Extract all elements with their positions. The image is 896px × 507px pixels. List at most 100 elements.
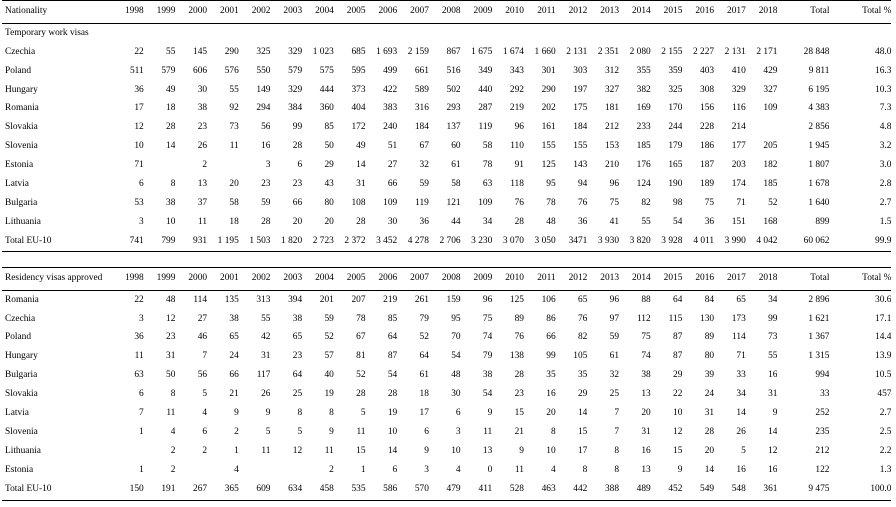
table-cell: 64 — [419, 351, 429, 362]
row-label: Poland — [5, 332, 32, 343]
row-label: Latvia — [5, 178, 29, 189]
table-cell: 121 — [446, 197, 461, 208]
table-cell: 85 — [324, 122, 334, 133]
table-cell: 2002 — [238, 266, 271, 291]
row-label: Lithuania — [5, 445, 41, 456]
table-cell — [239, 461, 271, 480]
table-cell: 2.5 — [879, 426, 892, 437]
table-cell: 96 — [482, 294, 493, 305]
table-cell: 394 — [288, 294, 303, 305]
table-cell: 867 — [446, 46, 461, 57]
table-cell: 9 — [424, 445, 429, 456]
table-cell: 21 — [229, 389, 239, 400]
table-cell: 343 — [509, 65, 524, 76]
table-cell: 570 — [397, 479, 429, 501]
table-cell: 125 — [541, 160, 556, 171]
table-cell: 2014 — [619, 266, 651, 291]
table-cell: 61 — [451, 160, 461, 171]
table-cell: 2010 — [492, 0, 524, 24]
table-cell: 609 — [238, 479, 271, 501]
table-cell: 20 — [546, 407, 556, 418]
table-cell: 589 — [414, 84, 429, 95]
table-cell: 122 — [815, 464, 830, 475]
table-cell: 212 — [815, 445, 830, 456]
table-cell: 2 — [329, 464, 334, 475]
table-cell: 31 — [641, 426, 651, 437]
table-cell: 5 — [265, 426, 271, 437]
table-cell: 3 070 — [492, 231, 524, 252]
table-cell: 74 — [482, 332, 493, 343]
table-cell: 2 856 — [808, 122, 830, 133]
table-cell: 205 — [763, 141, 778, 152]
table-row: Hungary 36 49 30 55 149 329 444 373 422 589 502 440 2… — [2, 81, 892, 100]
table-cell — [207, 156, 239, 175]
table-cell: 2008 — [428, 266, 461, 291]
table-cell: 293 — [446, 103, 461, 114]
table-cell: 67 — [419, 141, 429, 152]
table-cell: 114 — [732, 332, 746, 343]
table-cell: 290 — [224, 46, 239, 57]
table-cell: 899 — [815, 216, 830, 227]
table-cell: 2016 — [682, 266, 715, 291]
table-cell: 3471 — [555, 231, 588, 252]
table-cell: 43 — [324, 178, 334, 189]
table-cell: 145 — [193, 46, 208, 57]
table-cell: 99 — [292, 122, 303, 133]
table-cell: 327 — [604, 84, 619, 95]
table-cell: 20 — [641, 407, 651, 418]
table-cell: 38 — [197, 103, 208, 114]
table-cell: 54 — [387, 370, 398, 381]
table-cell: 17 — [577, 445, 588, 456]
table-cell: 6 — [424, 426, 429, 437]
table-cell: 2004 — [302, 0, 334, 24]
table-cell: 2007 — [397, 0, 429, 24]
table-cell: 38 — [482, 370, 493, 381]
table-row: Lithuania 3 10 11 18 28 20 20 28 30 36 44 34 28 48 36 41… — [2, 213, 892, 232]
table-cell: 71 — [134, 160, 144, 171]
table-cell: 6 — [455, 407, 461, 418]
table-cell: 2 159 — [407, 46, 429, 57]
table-cell: 359 — [668, 65, 683, 76]
table-cell: 2001 — [207, 0, 239, 24]
table-cell: 89 — [704, 332, 715, 343]
table-cell: 2014 — [619, 0, 651, 24]
table-cell: 28 — [166, 122, 176, 133]
row-label: Latvia — [5, 407, 29, 418]
table-cell: 28 — [514, 216, 524, 227]
table-cell: 99 — [546, 351, 556, 362]
table-cell: 174 — [731, 178, 746, 189]
table-cell: 44 — [451, 216, 461, 227]
table-cell: 452 — [650, 479, 683, 501]
table-cell: 2 — [234, 426, 239, 437]
table-cell: 76 — [514, 332, 524, 343]
table-cell: 22 — [673, 389, 683, 400]
table-cell: 66 — [229, 370, 239, 381]
table-cell: 13 — [641, 389, 651, 400]
table-cell: 11 — [166, 407, 176, 418]
table-cell: 26 — [197, 141, 208, 152]
table-cell: 155 — [541, 141, 556, 152]
table-cell: 190 — [668, 178, 683, 189]
table-cell: 25 — [292, 389, 303, 400]
table-cell: 219 — [383, 294, 398, 305]
table-cell: 177 — [731, 141, 746, 152]
table-cell: 511 — [129, 65, 144, 76]
table-cell: 2017 — [714, 0, 746, 24]
table-cell: 30 — [197, 84, 208, 95]
table-cell: 312 — [604, 65, 619, 76]
table-cell: 34 — [482, 216, 493, 227]
table-cell: 28 848 — [803, 46, 830, 57]
table-cell: 75 — [482, 313, 493, 324]
table-cell: 31 — [261, 351, 271, 362]
table-cell: 92 — [229, 103, 239, 114]
table-cell: 1 640 — [808, 197, 830, 208]
table-cell: 48.0 — [875, 46, 892, 57]
table-cell: 373 — [351, 84, 366, 95]
table-cell: 26 — [736, 426, 746, 437]
table-cell: 576 — [224, 65, 239, 76]
table-cell: 2015 — [650, 266, 683, 291]
table-cell: 207 — [351, 294, 366, 305]
table-cell: 2000 — [175, 0, 208, 24]
table-cell: 65 — [229, 332, 239, 343]
table-cell: 75 — [609, 197, 619, 208]
